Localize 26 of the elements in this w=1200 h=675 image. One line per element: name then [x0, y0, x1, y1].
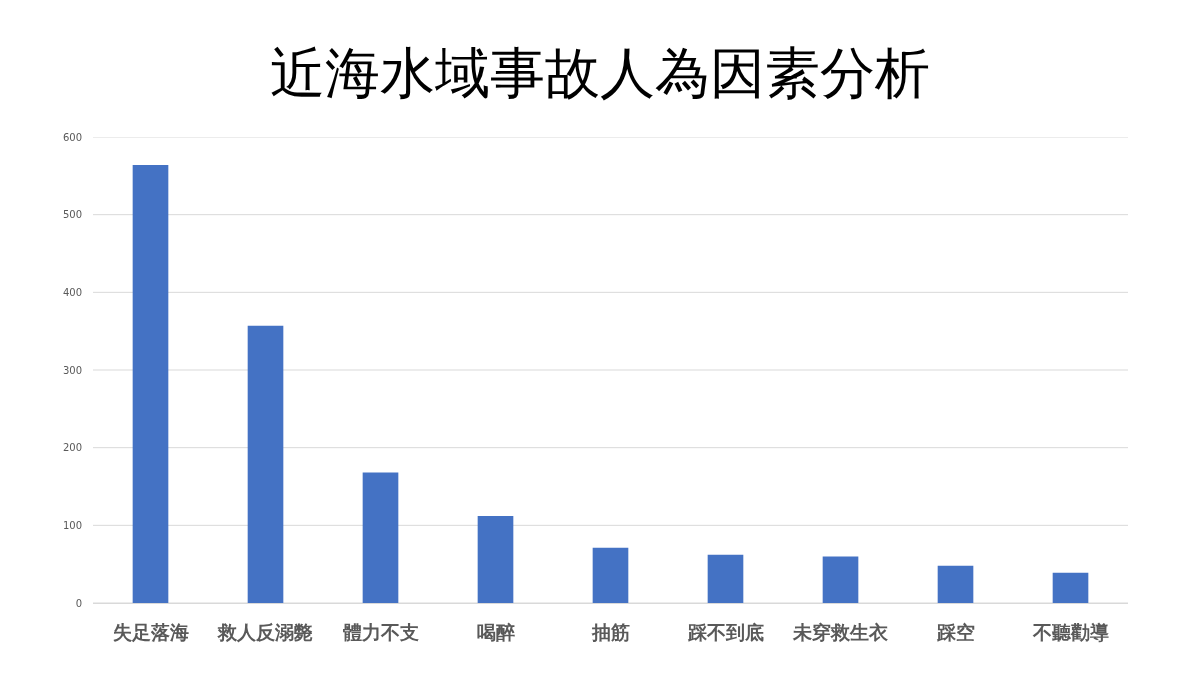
y-tick-label: 400: [62, 286, 82, 298]
bar: [362, 472, 399, 603]
y-tick-label: 200: [62, 442, 82, 454]
bar: [707, 554, 744, 603]
x-tick-label: 不聽勸導: [1031, 620, 1109, 643]
y-tick-label: 100: [62, 519, 82, 531]
x-tick-label: 抽筋: [590, 620, 630, 643]
bar: [247, 325, 284, 603]
x-tick-label: 體力不支: [342, 620, 419, 643]
y-tick-label: 500: [62, 209, 82, 221]
x-tick-label: 救人反溺斃: [217, 620, 313, 643]
y-tick-label: 600: [62, 131, 82, 143]
bar: [132, 164, 169, 603]
bar: [937, 565, 974, 603]
chart-title: 近海水域事故人為因素分析: [270, 41, 930, 106]
x-tick-label: 失足落海: [112, 620, 189, 643]
x-tick-label: 踩不到底: [686, 620, 764, 643]
bar: [822, 556, 859, 603]
x-tick-label: 未穿救生衣: [792, 620, 889, 643]
x-tick-label: 喝醉: [476, 620, 515, 643]
x-tick-label: 踩空: [935, 620, 975, 643]
y-tick-label: 0: [75, 597, 82, 609]
bar: [1052, 572, 1089, 603]
bar: [592, 547, 629, 603]
y-tick-label: 300: [62, 364, 82, 376]
bar: [477, 516, 514, 603]
